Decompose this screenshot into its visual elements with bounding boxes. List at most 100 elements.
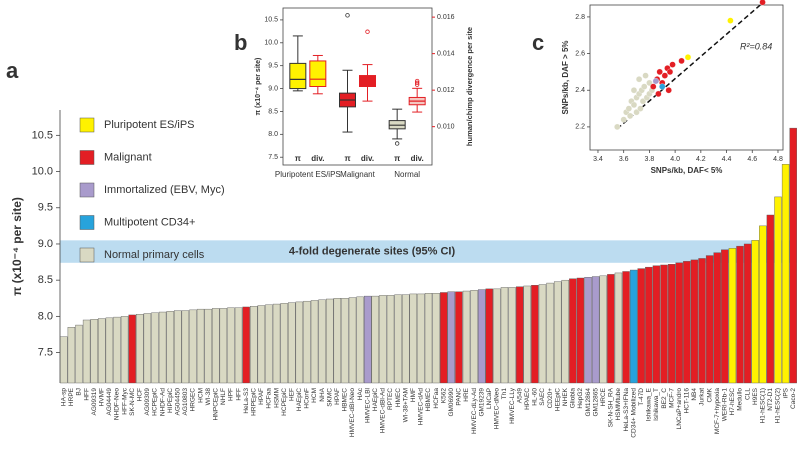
bar xyxy=(645,266,653,384)
group-label: Pluripotent ES/iPS xyxy=(275,170,341,179)
bar xyxy=(713,252,721,384)
band-label: 4-fold degenerate sites (95% CI) xyxy=(289,245,456,257)
x-tick-label: NT2-D1 xyxy=(767,388,774,411)
bar xyxy=(98,318,106,384)
x-tick-label: NHA xyxy=(319,387,326,401)
x-tick-label: 3.6 xyxy=(619,156,629,163)
x-tick-label: NHLF xyxy=(220,388,227,405)
bar xyxy=(280,303,288,384)
y-tick-label: 10.5 xyxy=(264,17,278,24)
bar xyxy=(515,286,524,384)
x-tick-label: HVMF xyxy=(99,388,106,406)
x-tick-label: WI-38 xyxy=(205,388,212,406)
point xyxy=(630,87,638,94)
bar xyxy=(265,304,273,384)
x-axis-label: SNPs/kb, DAF< 5% xyxy=(651,166,723,175)
x-tick-label: HCFaa xyxy=(266,388,273,409)
bar xyxy=(675,262,683,384)
x-tick-label: RPTEC xyxy=(387,388,394,410)
panel-letter: c xyxy=(532,30,544,55)
x-tick-label: Gliobla xyxy=(570,388,577,409)
point xyxy=(678,57,685,65)
bar xyxy=(234,307,243,384)
bar xyxy=(743,243,752,384)
bar xyxy=(781,164,790,384)
bar xyxy=(120,316,129,384)
bar xyxy=(113,316,121,384)
x-tick-label: NHDF-Neo xyxy=(114,388,121,421)
x-tick-label: HRPE xyxy=(68,387,75,406)
x-tick-label: SAEC xyxy=(539,388,546,406)
x-tick-label: HIPEpiC xyxy=(167,388,174,413)
box-label: π xyxy=(394,154,400,163)
bar xyxy=(462,290,471,384)
y2-tick-label: 0.014 xyxy=(437,50,455,57)
legend-label: Multipotent CD34+ xyxy=(104,216,195,228)
bar xyxy=(508,287,516,384)
box xyxy=(309,60,327,87)
x-tick-label: GM12865 xyxy=(592,388,599,417)
x-tick-label: H1-hESC(2) xyxy=(775,388,782,423)
x-tick-label: HMF xyxy=(410,388,417,402)
bar xyxy=(721,249,729,384)
x-tick-label: HCPEpiC xyxy=(152,388,159,416)
x-tick-label: HAc xyxy=(357,387,364,400)
y-axis-label: π (x10⁻⁴ per site) xyxy=(10,197,24,296)
bar xyxy=(751,240,759,384)
x-tick-label: MCF-7 xyxy=(668,388,675,408)
bar xyxy=(698,258,706,384)
bar xyxy=(136,314,144,384)
bar xyxy=(348,297,357,384)
x-tick-label: SK-N-SH_RA xyxy=(608,387,615,427)
bar xyxy=(379,295,387,384)
x-tick-label: BJ xyxy=(76,388,83,396)
bar xyxy=(470,290,478,384)
y-tick-label: 8.0 xyxy=(268,131,278,138)
x-tick-label: H7-hESC xyxy=(729,388,736,416)
bar xyxy=(736,245,744,384)
x-tick-label: HCFaa xyxy=(433,388,440,409)
y2-tick-label: 0.016 xyxy=(437,14,455,21)
x-tick-label: H9ES xyxy=(752,387,759,405)
y-tick-label: 9.5 xyxy=(268,63,278,70)
x-tick-label: SKMC xyxy=(326,388,333,407)
x-tick-label: HMVEC-dBl-Ad xyxy=(380,388,387,434)
x-tick-label: HPAF xyxy=(258,388,265,405)
bar xyxy=(90,319,98,384)
box xyxy=(289,62,307,90)
point xyxy=(635,76,643,83)
x-tick-label: Medullo xyxy=(737,388,744,411)
y2-axis-label: human/chimp divergence per site xyxy=(465,27,474,146)
x-tick-label: CLL xyxy=(744,388,751,400)
x-tick-label: K562 xyxy=(440,388,447,404)
x-tick-label: HEEpiC xyxy=(554,388,561,411)
bar xyxy=(394,294,402,384)
x-tick-label: HSMM xyxy=(273,388,280,408)
x-tick-label: NHEK xyxy=(562,387,569,406)
bar xyxy=(67,327,76,384)
x-tick-label: GM06990 xyxy=(448,388,455,417)
bar xyxy=(356,296,364,384)
x-tick-label: LNCaP xyxy=(486,388,493,409)
x-tick-label: HMVEC-dLy-Ad xyxy=(471,388,478,434)
bar xyxy=(477,289,486,384)
x-tick-label: MCF-7+hypoxia xyxy=(714,388,721,434)
x-tick-label: SK-N-MC xyxy=(129,388,136,416)
bar xyxy=(204,308,212,384)
bar xyxy=(591,276,600,384)
box-label: div. xyxy=(411,154,424,163)
x-tick-label: CMK xyxy=(706,387,713,402)
point xyxy=(625,105,632,112)
bar xyxy=(500,287,509,384)
legend-label: Normal primary cells xyxy=(104,249,205,261)
legend-label: Malignant xyxy=(104,151,152,163)
bar xyxy=(455,291,463,384)
bar xyxy=(546,282,554,384)
bar xyxy=(637,268,645,384)
legend-label: Pluripotent ES/iPS xyxy=(104,119,195,131)
bar xyxy=(652,265,661,384)
x-tick-label: Ishikawa_E xyxy=(646,387,653,421)
x-tick-label: CD34+ Mobilized xyxy=(630,388,637,438)
bar xyxy=(288,302,296,384)
x-tick-label: HRGEC xyxy=(190,388,197,412)
